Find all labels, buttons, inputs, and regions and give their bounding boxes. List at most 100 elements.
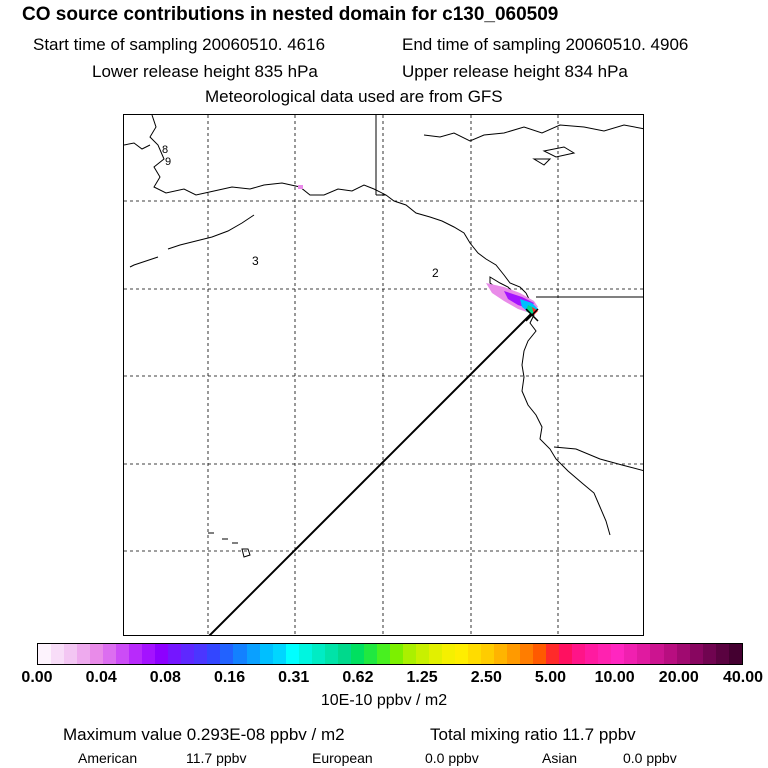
receptor-cross-2 xyxy=(525,308,539,322)
receptor-marker xyxy=(525,308,539,322)
colorbar-tick-label: 5.00 xyxy=(534,669,567,686)
end-time-text: End time of sampling 20060510. 4906 xyxy=(402,35,689,54)
map-canvas: 8 9 3 2 xyxy=(124,115,643,635)
colorbar-cell xyxy=(103,644,117,664)
colorbar-cell xyxy=(298,644,312,664)
colorbar-tick-label: 0.62 xyxy=(342,669,374,686)
colorbar-cell xyxy=(585,644,599,664)
colorbar-cell xyxy=(324,644,338,664)
european-label: European xyxy=(312,750,373,766)
colorbar-tick-label: 20.00 xyxy=(658,669,699,686)
colorbar-cell xyxy=(533,644,547,664)
colorbar-cell xyxy=(481,644,495,664)
colorbar-cell xyxy=(611,644,625,664)
total-mixing-text: Total mixing ratio 11.7 ppbv xyxy=(430,725,636,744)
colorbar-cell xyxy=(129,644,143,664)
arctic-coast xyxy=(423,124,643,142)
colorbar-cell xyxy=(337,644,351,664)
colorbar-cell xyxy=(168,644,182,664)
map-label-8: 8 xyxy=(162,144,168,156)
colorbar-cell xyxy=(38,644,52,664)
map-panel: 8 9 3 2 xyxy=(123,114,644,636)
colorbar-cell xyxy=(572,644,586,664)
colorbar-cell xyxy=(637,644,651,664)
colorbar-cell xyxy=(402,644,416,664)
colorbar-cell xyxy=(207,644,221,664)
siberia-coast xyxy=(124,142,151,150)
map-gridlines xyxy=(124,115,643,635)
plot-title: CO source contributions in nested domain… xyxy=(22,4,559,25)
colorbar-cell xyxy=(468,644,482,664)
source-plume xyxy=(298,185,538,315)
colorbar-cell xyxy=(64,644,78,664)
colorbar-cell xyxy=(676,644,690,664)
colorbar-cell xyxy=(246,644,260,664)
colorbar-cell xyxy=(142,644,156,664)
colorbar-tick-label: 1.25 xyxy=(406,669,438,686)
colorbar-cell xyxy=(624,644,638,664)
upper-release-text: Upper release height 834 hPa xyxy=(402,62,628,81)
coastlines xyxy=(124,115,643,558)
colorbar-cell xyxy=(494,644,508,664)
colorbar-cell xyxy=(311,644,325,664)
max-value-text: Maximum value 0.293E-08 ppbv / m2 xyxy=(63,725,345,744)
colorbar-cell xyxy=(702,644,716,664)
colorbar-tick-label: 10.00 xyxy=(594,669,635,686)
colorbar-cell xyxy=(90,644,104,664)
colorbar-tick-label: 0.08 xyxy=(149,669,181,686)
colorbar-tick-label: 0.31 xyxy=(278,669,310,686)
map-label-2: 2 xyxy=(432,266,439,280)
map-label-3: 3 xyxy=(252,254,259,268)
colorbar-cell xyxy=(650,644,664,664)
colorbar-cell xyxy=(546,644,560,664)
colorbar xyxy=(37,643,743,665)
colorbar-cell xyxy=(363,644,377,664)
colorbar-cell xyxy=(181,644,195,664)
colorbar-cell xyxy=(715,644,729,664)
map-label-9: 9 xyxy=(165,156,171,168)
colorbar-cell xyxy=(259,644,273,664)
colorbar-units: 10E-10 ppbv / m2 xyxy=(320,692,448,709)
colorbar-cell xyxy=(220,644,234,664)
colorbar-cell xyxy=(155,644,169,664)
colorbar-tick-label: 2.50 xyxy=(470,669,502,686)
colorbar-cell xyxy=(520,644,534,664)
start-time-text: Start time of sampling 20060510. 4616 xyxy=(33,35,326,54)
trajectory-line xyxy=(208,312,533,635)
hawaii-islands xyxy=(208,532,251,558)
colorbar-cell xyxy=(272,644,286,664)
colorbar-tick-label: 0.04 xyxy=(85,669,117,686)
colorbar-cell xyxy=(728,644,742,664)
met-data-text: Meteorological data used are from GFS xyxy=(205,87,503,106)
colorbar-cell xyxy=(116,644,130,664)
plume-dot xyxy=(298,185,303,189)
colorbar-cell xyxy=(194,644,208,664)
colorbar-cell xyxy=(455,644,469,664)
american-value: 11.7 ppbv xyxy=(186,750,247,766)
colorbar-tick-label: 0.00 xyxy=(21,669,53,686)
colorbar-tick-label: 0.16 xyxy=(213,669,246,686)
lower-release-text: Lower release height 835 hPa xyxy=(92,62,318,81)
asian-value: 0.0 ppbv xyxy=(623,750,677,766)
colorbar-cell xyxy=(389,644,403,664)
colorbar-cell xyxy=(51,644,65,664)
colorbar-cell xyxy=(77,644,91,664)
alaska-peninsula xyxy=(167,214,255,250)
asian-label: Asian xyxy=(542,750,578,766)
colorbar-cell xyxy=(415,644,429,664)
colorbar-cell xyxy=(689,644,703,664)
colorbar-cell xyxy=(233,644,247,664)
us-mexico-border xyxy=(553,446,643,471)
european-value: 0.0 ppbv xyxy=(425,750,479,766)
colorbar-cell xyxy=(598,644,612,664)
american-label: American xyxy=(78,750,138,766)
alaska-coast xyxy=(149,115,527,294)
colorbar-cell xyxy=(663,644,677,664)
west-coast xyxy=(521,292,611,536)
colorbar-cell xyxy=(559,644,573,664)
colorbar-cell xyxy=(507,644,521,664)
aleutian-islands xyxy=(129,256,159,268)
colorbar-tick-label: 40.00 xyxy=(722,669,764,686)
colorbar-cell xyxy=(350,644,364,664)
arctic-islands xyxy=(532,146,576,166)
